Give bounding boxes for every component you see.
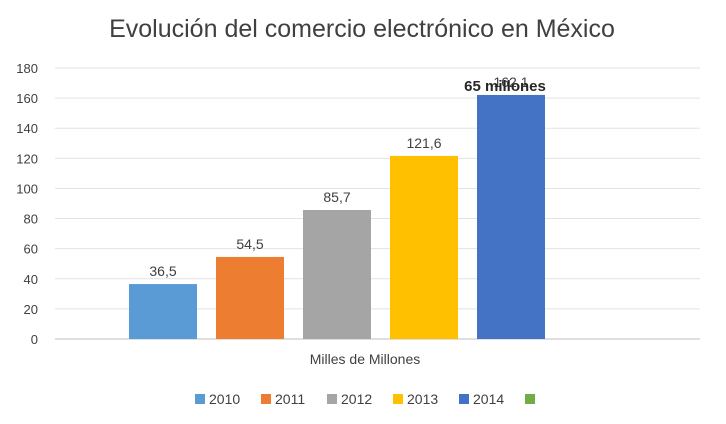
bar-2012: [303, 209, 371, 339]
y-tick-label: 20: [24, 302, 38, 317]
chart-title: Evolución del comercio electrónico en Mé…: [109, 15, 615, 43]
legend-label-2013: 2013: [407, 391, 438, 407]
x-category-label: Milles de Millones: [310, 351, 420, 367]
legend-swatch-2012: [327, 394, 337, 404]
legend-swatch-2010: [195, 394, 205, 404]
legend-label-2011: 2011: [275, 391, 305, 407]
data-label-2013: 121,6: [406, 135, 441, 151]
chart-annotation: 65 millones: [464, 78, 546, 95]
y-axis-ticks: 0 20 40 60 80 100 120 140 160 180: [16, 61, 38, 347]
bar-2013: [390, 155, 458, 339]
y-tick-label: 0: [31, 332, 38, 347]
data-label-2014: 162,1: [493, 74, 528, 90]
y-tick-label: 120: [16, 151, 38, 166]
legend-label-2012: 2012: [341, 391, 372, 407]
data-label-2011: 54,5: [236, 236, 263, 252]
legend: 2010 2011 2012 2013 2014: [195, 391, 535, 407]
data-label-2012: 85,7: [323, 189, 350, 205]
bar-2010: [129, 284, 197, 339]
legend-swatch-2013: [393, 394, 403, 404]
y-tick-label: 160: [16, 91, 38, 106]
legend-label-2014: 2014: [473, 391, 504, 407]
bar-2011: [216, 256, 284, 339]
y-tick-label: 100: [16, 181, 38, 196]
data-label-2010: 36,5: [149, 263, 176, 279]
y-tick-label: 140: [16, 121, 38, 136]
legend-swatch-2011: [261, 394, 271, 404]
legend-swatch-2014: [459, 394, 469, 404]
bars: [129, 94, 545, 339]
y-tick-label: 180: [16, 61, 38, 76]
y-tick-label: 40: [24, 272, 38, 287]
bar-2014: [477, 94, 545, 339]
y-tick-label: 60: [24, 242, 38, 257]
y-tick-label: 80: [24, 212, 38, 227]
legend-label-2010: 2010: [209, 391, 240, 407]
legend-swatch: [525, 394, 535, 404]
data-labels: 36,5 54,5 85,7 121,6 162,1: [149, 74, 528, 279]
